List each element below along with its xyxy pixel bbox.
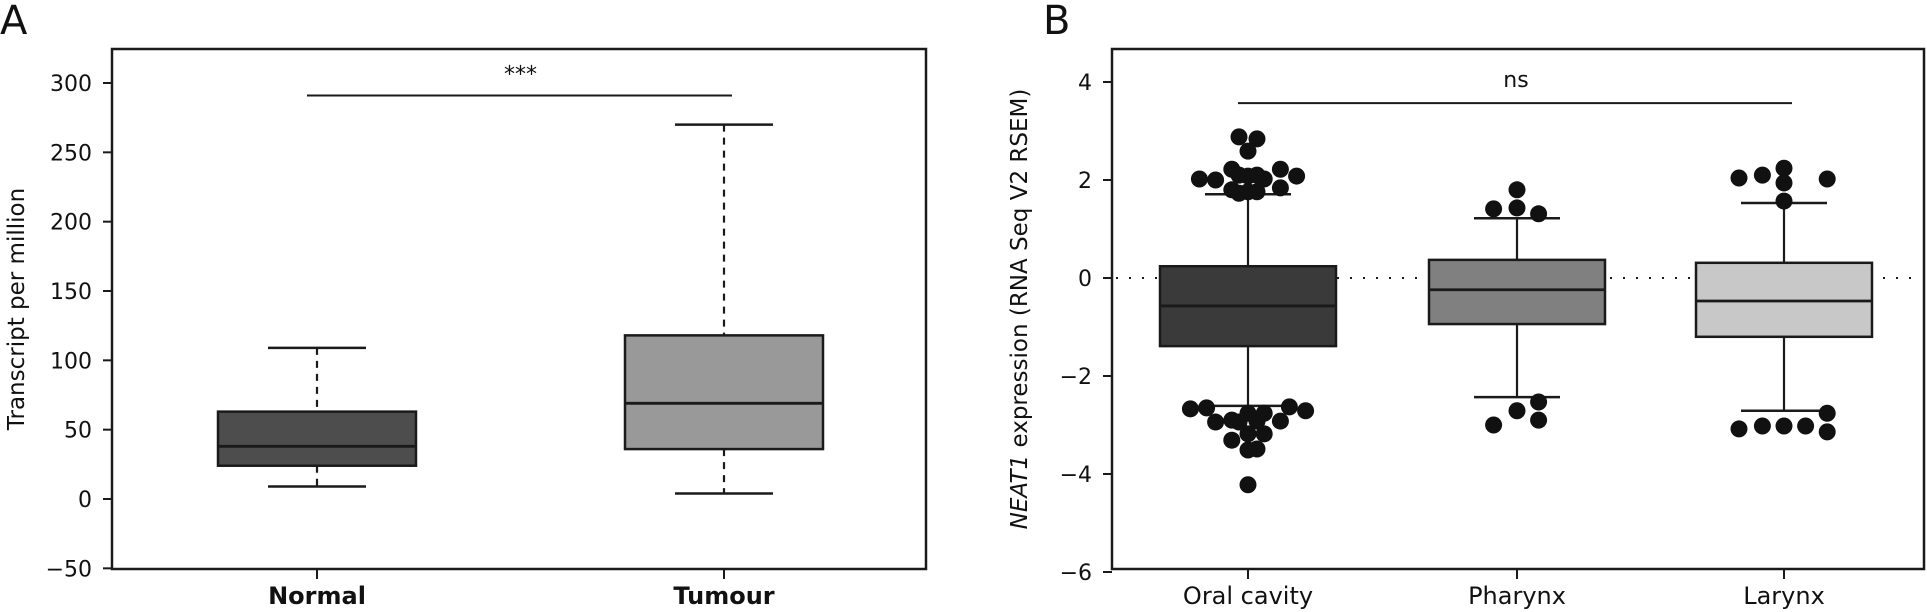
outlier-point	[1190, 170, 1208, 188]
y-tick-label: 150	[50, 280, 92, 305]
outlier-point	[1255, 170, 1273, 188]
outlier-point	[1239, 142, 1257, 160]
outlier-point	[1239, 476, 1257, 494]
y-tick-label: 200	[50, 211, 92, 236]
outlier-point	[1485, 200, 1503, 218]
box-iqr	[216, 410, 418, 467]
y-axis-title: NEAT1 expression (RNA Seq V2 RSEM)	[1007, 89, 1033, 530]
significance-label: ***	[504, 62, 537, 87]
outlier-point	[1207, 171, 1225, 189]
outlier-point	[1508, 402, 1526, 420]
outlier-point	[1818, 404, 1836, 422]
box-iqr	[623, 334, 825, 451]
outlier-point	[1280, 398, 1298, 416]
outlier-point	[1181, 400, 1199, 418]
y-axis-title: Transcript per million	[4, 188, 30, 431]
outlier-point	[1271, 412, 1289, 430]
outlier-point	[1797, 417, 1815, 435]
outlier-point	[1297, 402, 1315, 420]
outlier-point	[1730, 169, 1748, 187]
y-tick-label: 4	[1078, 71, 1092, 96]
outlier-point	[1818, 423, 1836, 441]
box-iqr	[1427, 258, 1607, 326]
outlier-point	[1248, 130, 1266, 148]
panel-label-b: B	[1043, 0, 1070, 44]
outlier-point	[1775, 192, 1793, 210]
y-tick-label: −2	[1060, 365, 1092, 390]
significance-label: ns	[1503, 68, 1528, 93]
outlier-point	[1255, 425, 1273, 443]
outlier-point	[1508, 199, 1526, 217]
outlier-point	[1223, 431, 1241, 449]
y-tick-label: 100	[50, 349, 92, 374]
outlier-point	[1288, 167, 1306, 185]
outlier-point	[1775, 417, 1793, 435]
panel-b-chart: −6 −4 −2 0 2 4 NEAT1 expression (RNA Seq V2 RS…	[1007, 47, 1926, 610]
x-category-label: Tumour	[673, 582, 774, 610]
panel-a-chart: −50 0 50 100 150 200 250 300 Transcript per mill…	[4, 47, 928, 610]
outlier-point	[1753, 166, 1771, 184]
outlier-point	[1775, 174, 1793, 192]
outlier-point	[1255, 404, 1273, 422]
outlier-point	[1775, 159, 1793, 177]
outlier-point	[1530, 205, 1548, 223]
outlier-point	[1753, 417, 1771, 435]
outlier-point	[1818, 170, 1836, 188]
y-tick-label: 0	[78, 488, 92, 513]
panel-label-a: A	[0, 0, 28, 44]
outlier-point	[1248, 183, 1266, 201]
x-category-label: Normal	[268, 582, 366, 610]
y-tick-label: −4	[1060, 463, 1092, 488]
outlier-point	[1530, 393, 1548, 411]
y-axis-title-gene: NEAT1	[1007, 455, 1033, 529]
outlier-point	[1271, 179, 1289, 197]
outlier-point	[1271, 160, 1289, 178]
y-tick-label: 0	[1078, 267, 1092, 292]
x-category-label: Oral cavity	[1183, 582, 1313, 610]
outlier-point	[1248, 440, 1266, 458]
outlier-point	[1239, 425, 1257, 443]
y-tick-label: 250	[50, 141, 92, 166]
y-tick-label: −6	[1060, 561, 1092, 586]
outlier-point	[1207, 413, 1225, 431]
outlier-point	[1508, 181, 1526, 199]
outlier-point	[1485, 416, 1503, 434]
x-category-label: Larynx	[1743, 582, 1825, 610]
y-tick-label: 50	[64, 419, 92, 444]
outlier-point	[1230, 128, 1248, 146]
y-tick-label: −50	[46, 557, 92, 582]
plot-frame	[110, 47, 928, 571]
outlier-point	[1198, 399, 1216, 417]
outlier-point	[1730, 420, 1748, 438]
y-axis-title-rest: expression (RNA Seq V2 RSEM)	[1007, 89, 1033, 455]
y-tick-label: 300	[50, 72, 92, 97]
y-tick-label: 2	[1078, 169, 1092, 194]
x-category-label: Pharynx	[1468, 582, 1566, 610]
outlier-point	[1530, 411, 1548, 429]
